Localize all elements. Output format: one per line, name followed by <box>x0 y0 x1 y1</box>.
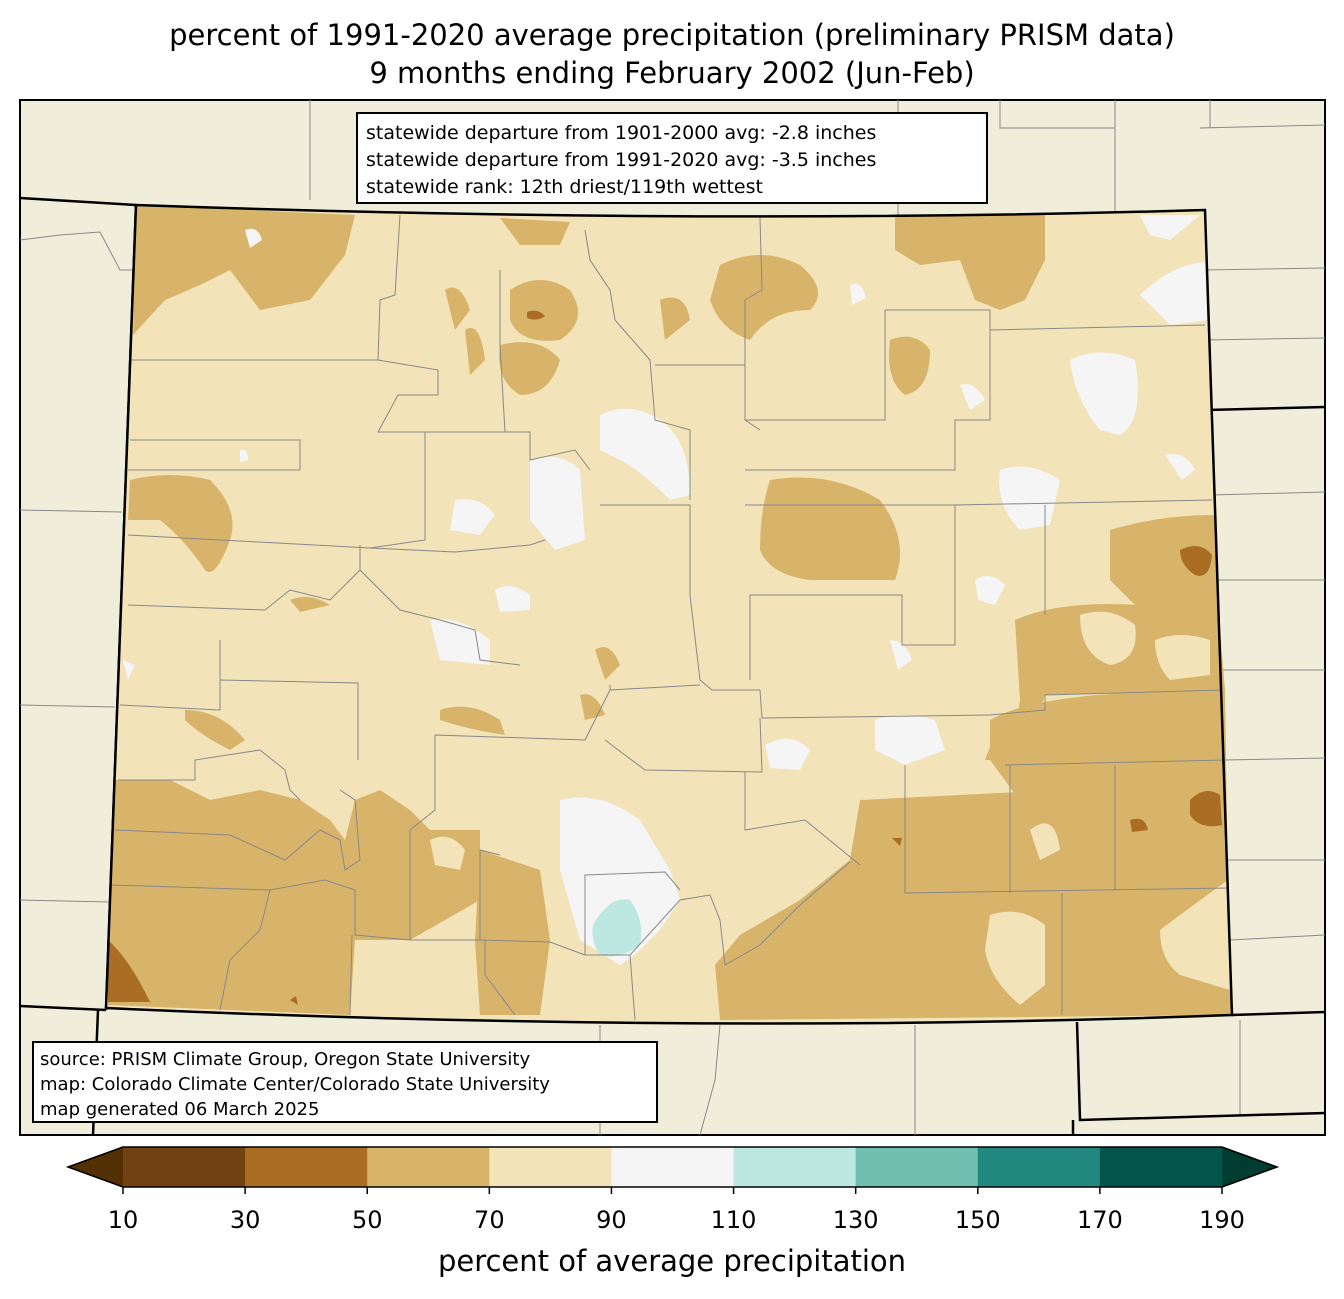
colorbar-segment <box>245 1147 368 1187</box>
colorbar-under-arrow <box>68 1147 123 1187</box>
map-title-line2: 9 months ending February 2002 (Jun-Feb) <box>369 56 975 90</box>
source-box: source: PRISM Climate Group, Oregon Stat… <box>32 1041 658 1123</box>
precip-zones-90-110 <box>123 215 1207 965</box>
colorbar-tick-label: 10 <box>107 1206 139 1234</box>
colorado-border <box>104 203 1234 1025</box>
map-credit-line: map: Colorado Climate Center/Colorado St… <box>40 1074 550 1095</box>
colorbar-tick-label: 190 <box>1199 1206 1245 1234</box>
colorbar-tick-label: 70 <box>474 1206 505 1234</box>
colorbar-segment <box>367 1147 490 1187</box>
colorbar-segment <box>1099 1147 1223 1187</box>
precip-zones-30-50 <box>108 310 1222 1005</box>
map-title-line1: percent of 1991-2020 average precipitati… <box>169 18 1175 52</box>
colorbar-label: percent of average precipitation <box>437 1244 907 1278</box>
colorbar-segment <box>489 1147 612 1187</box>
colorbar-over-arrow <box>1222 1147 1277 1187</box>
stat-departure-1901-2000: statewide departure from 1901-2000 avg: … <box>366 122 877 144</box>
colorbar-tick-label: 150 <box>954 1206 1001 1234</box>
generated-date-line: map generated 06 March 2025 <box>40 1099 320 1120</box>
colorbar-tick-label: 110 <box>710 1206 757 1234</box>
colorbar-tick-label: 50 <box>351 1206 383 1234</box>
precip-zones-70-90-lightspots <box>430 611 1230 1005</box>
colorbar-segment <box>855 1147 979 1187</box>
colorbar-tick-label: 30 <box>229 1206 261 1234</box>
colorbar <box>65 1146 1280 1194</box>
precip-zones-110-130 <box>592 899 642 957</box>
statewide-stats-box: statewide departure from 1901-2000 avg: … <box>356 112 988 204</box>
colorbar-tick-label: 90 <box>596 1206 627 1234</box>
colorbar-tick-label: 130 <box>832 1206 879 1234</box>
colorbar-segment <box>611 1147 735 1187</box>
colorbar-segment <box>123 1147 246 1187</box>
colorbar-segment <box>977 1147 1101 1187</box>
colorbar-segment <box>733 1147 857 1187</box>
stat-rank: statewide rank: 12th driest/119th wettes… <box>366 176 763 198</box>
stat-departure-1991-2020: statewide departure from 1991-2020 avg: … <box>366 149 877 171</box>
source-line: source: PRISM Climate Group, Oregon Stat… <box>40 1049 531 1070</box>
colorado-county-lines <box>109 214 1229 1021</box>
colorbar-tick-label: 170 <box>1076 1206 1123 1234</box>
